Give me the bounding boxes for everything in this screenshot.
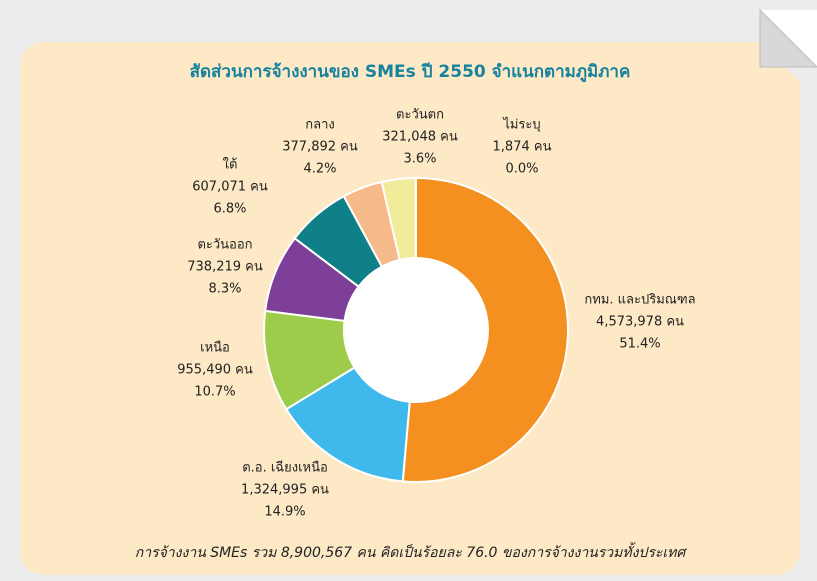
value-label: 377,892 คน [282,140,358,155]
value-label: 738,219 คน [187,260,263,275]
slice-label: ไม่ระบุ [502,117,540,133]
value-label: 4,573,978 คน [596,315,684,330]
slice-label: ตะวันออก [197,238,252,253]
slice-label: กทม. และปริมณฑล [584,293,695,308]
donut-hole [345,259,487,401]
percentage-label: 10.7% [194,385,235,400]
slice-label: กลาง [305,118,335,133]
value-label: 1,324,995 คน [241,483,329,498]
value-label: 607,071 คน [192,180,268,195]
percentage-label: 6.8% [213,202,246,217]
value-label: 321,048 คน [382,130,458,145]
percentage-label: 51.4% [619,337,660,352]
percentage-label: 3.6% [403,152,436,167]
percentage-label: 14.9% [264,505,305,520]
annotation: การจ้างงาน SMEs รวม 8,900,567 คน คิดเป็น… [135,542,688,561]
slice-label: เหนือ [200,340,230,356]
percentage-label: 0.0% [505,162,538,177]
percentage-label: 4.2% [303,162,336,177]
percentage-label: 8.3% [208,282,241,297]
page-fold [759,8,817,68]
slice-label: ใต้ [223,157,238,173]
donut-slice [401,176,569,483]
value-label: 955,490 คน [177,363,253,378]
slice-label: ตะวันตก [396,108,444,123]
slice-label: ต.อ. เฉียงเหนือ [242,460,328,476]
chart-title: สัดส่วนการจ้างงานของ SMEs ปี 2550 จำแนกต… [190,61,631,83]
value-label: 1,874 คน [493,140,552,155]
